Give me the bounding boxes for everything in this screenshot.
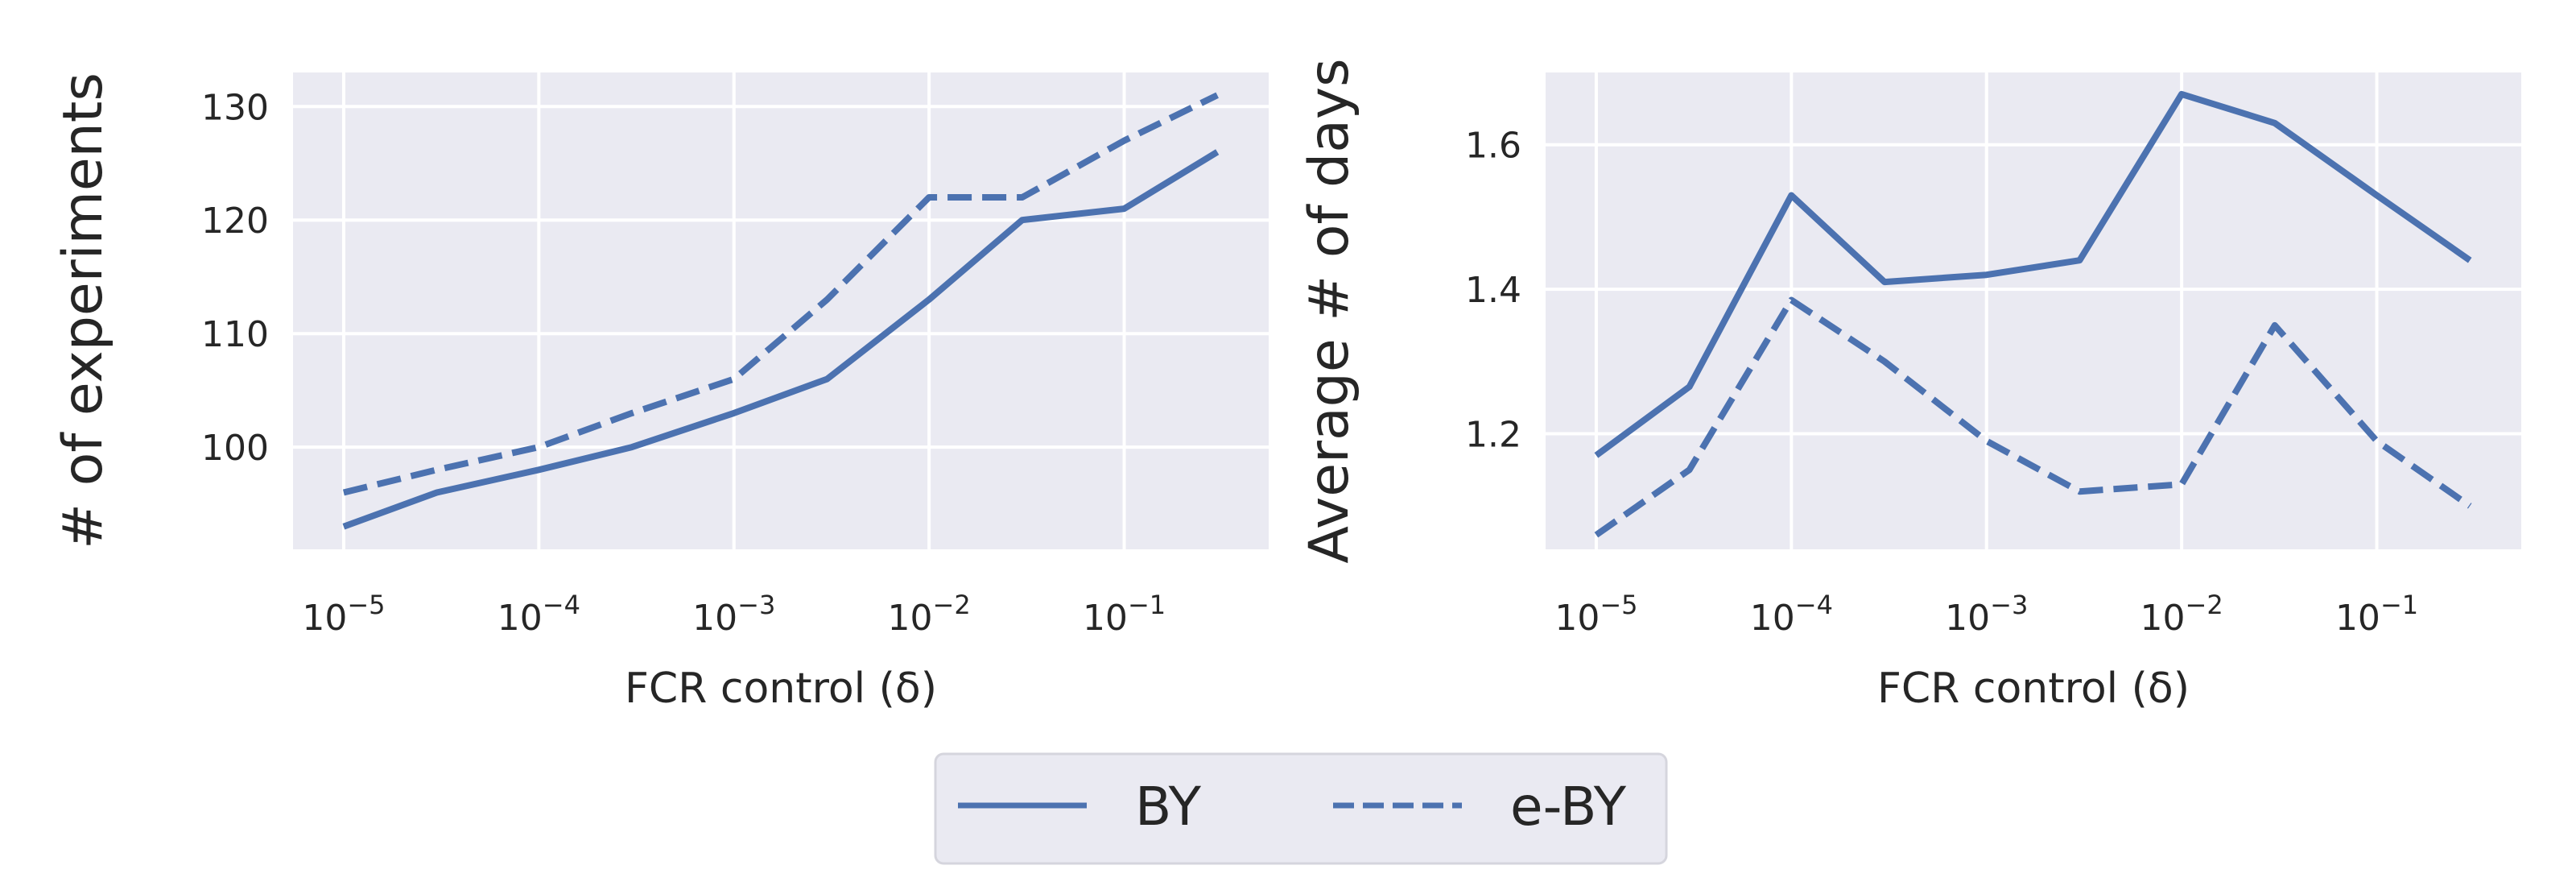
x-tick-base: 10 xyxy=(1554,598,1600,639)
x-tick-base: 10 xyxy=(692,598,737,639)
x-tick-label: 10−3 xyxy=(692,590,775,639)
y-tick-label: 1.6 xyxy=(1465,126,1521,167)
legend: BY e-BY xyxy=(934,752,1668,865)
x-tick-label: 10−2 xyxy=(2140,590,2223,639)
y-tick-label: 1.4 xyxy=(1465,270,1521,311)
x-tick-exponent: −3 xyxy=(1990,590,2028,620)
x-tick-base: 10 xyxy=(2335,598,2380,639)
x-tick-base: 10 xyxy=(1945,598,1990,639)
x-tick-base: 10 xyxy=(1750,598,1795,639)
x-tick-exponent: −3 xyxy=(737,590,775,620)
x-tick-base: 10 xyxy=(888,598,933,639)
x-tick-base: 10 xyxy=(497,598,543,639)
x-tick-label: 10−4 xyxy=(1750,590,1833,639)
x-tick-label: 10−4 xyxy=(497,590,580,639)
y-axis-label: # of experiments xyxy=(52,72,115,549)
x-tick-exponent: −2 xyxy=(2186,590,2223,620)
y-tick-label: 1.2 xyxy=(1465,414,1521,455)
plot-area xyxy=(293,72,1269,549)
x-tick-base: 10 xyxy=(2140,598,2186,639)
series-line-eby xyxy=(342,92,1219,496)
y-axis-label: Average # of days xyxy=(1298,58,1361,563)
x-tick-base: 10 xyxy=(302,598,347,639)
x-tick-exponent: −4 xyxy=(1795,590,1833,620)
x-tick-exponent: −1 xyxy=(2380,590,2418,620)
x-tick-exponent: −5 xyxy=(347,590,385,620)
x-tick-exponent: −4 xyxy=(543,590,580,620)
x-tick-label: 10−1 xyxy=(1083,590,1166,639)
y-tick-label: 120 xyxy=(201,201,269,242)
x-tick-label: 10−5 xyxy=(1554,590,1637,639)
y-tick-label: 130 xyxy=(201,87,269,128)
x-tick-base: 10 xyxy=(1083,598,1128,639)
y-tick-label: 110 xyxy=(201,314,269,355)
x-axis-label: FCR control (δ) xyxy=(625,664,937,713)
y-tick-label: 100 xyxy=(201,428,269,469)
series-line-eby xyxy=(1594,296,2472,538)
x-tick-label: 10−3 xyxy=(1945,590,2028,639)
legend-label-by: BY xyxy=(1135,776,1202,838)
legend-label-eby: e-BY xyxy=(1510,776,1627,838)
x-axis-label: FCR control (δ) xyxy=(1877,664,2190,713)
x-tick-label: 10−2 xyxy=(888,590,971,639)
series-line-by xyxy=(342,149,1220,530)
series-line-by xyxy=(1594,90,2472,458)
x-tick-exponent: −1 xyxy=(1128,590,1166,620)
legend-box xyxy=(934,752,1668,865)
x-tick-label: 10−1 xyxy=(2335,590,2418,639)
x-tick-label: 10−5 xyxy=(302,590,385,639)
x-tick-exponent: −5 xyxy=(1600,590,1637,620)
x-tick-exponent: −2 xyxy=(933,590,971,620)
